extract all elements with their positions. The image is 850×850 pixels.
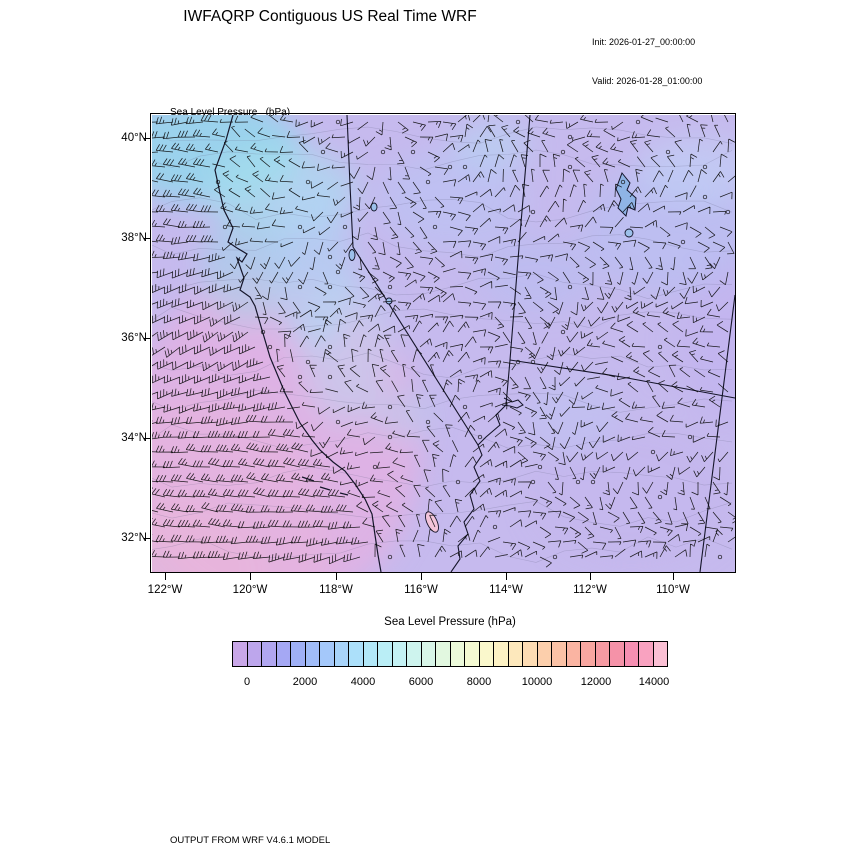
colorbar-cell: [623, 641, 639, 667]
colorbar-cell: [362, 641, 378, 667]
lon-tick-label: 118°W: [319, 584, 353, 596]
colorbar-cell: [565, 641, 581, 667]
valid-time: Valid: 2026-01-28_01:00:00: [592, 76, 703, 86]
colorbar-cell: [435, 641, 451, 667]
colorbar-cell: [261, 641, 277, 667]
field-label-slp: Sea Level Pressure (hPa): [170, 107, 291, 118]
colorbar-tick-label: 14000: [638, 676, 670, 688]
colorbar-cell: [580, 641, 596, 667]
colorbar-cell: [594, 641, 610, 667]
lon-axis-tick: [673, 573, 675, 580]
colorbar-cell: [319, 641, 335, 667]
colorbar-cell: [275, 641, 291, 667]
wind-barbs-layer: [152, 115, 735, 568]
lon-tick-label: 122°W: [147, 584, 183, 596]
lon-tick-label: 116°W: [404, 584, 438, 596]
colorbar-cell: [290, 641, 306, 667]
footer-line1: OUTPUT FROM WRF V4.6.1 MODEL: [170, 835, 331, 846]
colorbar-tick-label: 10000: [521, 676, 553, 688]
lat-axis-tick: [144, 438, 151, 440]
lon-axis-tick: [506, 573, 508, 580]
colorbar-cell: [609, 641, 625, 667]
lon-axis-tick: [421, 573, 423, 580]
colorbar-title: Sea Level Pressure (hPa): [384, 616, 516, 628]
lat-axis-tick: [144, 538, 151, 540]
colorbar-cell: [638, 641, 654, 667]
lat-axis-tick: [144, 338, 151, 340]
map-canvas: [152, 115, 735, 572]
colorbar-cell: [377, 641, 393, 667]
lon-axis-tick: [165, 573, 167, 580]
colorbar-tick-label: 6000: [408, 676, 434, 688]
lon-tick-label: 110°W: [656, 584, 690, 596]
colorbar-cell: [449, 641, 465, 667]
colorbar-cell: [652, 641, 668, 667]
colorbar-cell: [406, 641, 422, 667]
colorbar-cell: [464, 641, 480, 667]
pressure-contours: [152, 126, 733, 563]
colorbar: [232, 641, 668, 667]
map-svg: [152, 115, 735, 572]
colorbar-tick-label: 8000: [466, 676, 492, 688]
lat-tick-label: 36°N: [121, 332, 147, 344]
colorbar-cell: [391, 641, 407, 667]
pressure-fill-field: [152, 115, 735, 572]
init-time: Init: 2026-01-27_00:00:00: [592, 37, 696, 47]
colorbar-cell: [304, 641, 320, 667]
colorbar-cell: [493, 641, 509, 667]
colorbar-cell: [478, 641, 494, 667]
lat-tick-label: 34°N: [121, 432, 147, 444]
plot-title: IWFAQRP Contiguous US Real Time WRF: [183, 8, 477, 25]
colorbar-cell: [507, 641, 523, 667]
colorbar-cell: [348, 641, 364, 667]
lat-axis-tick: [144, 138, 151, 140]
lon-tick-label: 112°W: [573, 584, 607, 596]
lat-tick-label: 40°N: [121, 132, 147, 144]
lon-tick-label: 114°W: [489, 584, 523, 596]
colorbar-cell: [333, 641, 349, 667]
lat-tick-label: 38°N: [121, 232, 147, 244]
colorbar-cell: [232, 641, 248, 667]
lon-tick-label: 120°W: [232, 584, 268, 596]
lakes: [348, 172, 637, 533]
lat-axis-tick: [144, 238, 151, 240]
colorbar-cell: [536, 641, 552, 667]
model-footer: OUTPUT FROM WRF V4.6.1 MODEL WE = 580 ; …: [170, 808, 544, 850]
colorbar-cell: [246, 641, 262, 667]
colorbar-cell: [420, 641, 436, 667]
colorbar-cell: [551, 641, 567, 667]
colorbar-tick-label: 0: [243, 676, 251, 688]
lon-axis-tick: [250, 573, 252, 580]
colorbar-tick-label: 4000: [350, 676, 376, 688]
lon-axis-tick: [336, 573, 338, 580]
colorbar-cell: [522, 641, 538, 667]
colorbar-tick-label: 12000: [580, 676, 612, 688]
colorbar-tick-label: 2000: [292, 676, 318, 688]
init-valid-block: Init: 2026-01-27_00:00:00 Valid: 2026-01…: [592, 10, 702, 114]
lon-axis-tick: [590, 573, 592, 580]
lat-tick-label: 32°N: [121, 532, 147, 544]
